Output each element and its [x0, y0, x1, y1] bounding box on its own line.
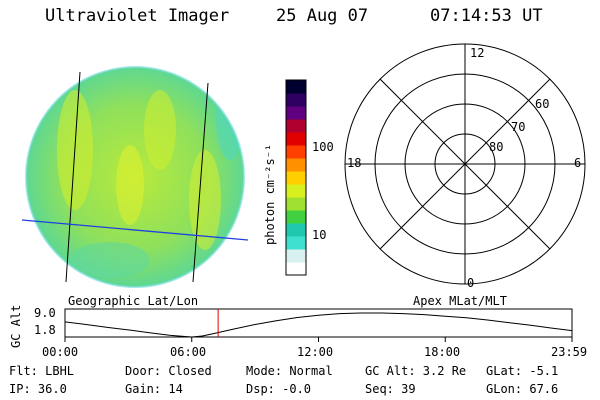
chart-xtick-4: 23:59 — [551, 345, 588, 359]
polar-label-18: 18 — [347, 156, 362, 170]
colorbar-band — [286, 249, 306, 263]
chart-frame — [64, 308, 573, 338]
time-label: 07:14:53 UT — [430, 6, 543, 26]
colorbar-band — [286, 93, 306, 107]
colorbar-band — [286, 106, 306, 120]
colorbar-band — [286, 158, 306, 172]
colorbar-band — [286, 262, 306, 276]
colorbar-tick-10: 10 — [312, 228, 327, 242]
status-mode: Mode: Normal — [246, 364, 333, 378]
status-gc-alt: GC Alt: 3.2 Re — [365, 364, 467, 378]
longitude-line — [65, 71, 81, 283]
equator-line — [21, 219, 249, 241]
chart-xtick-0: 00:00 — [42, 345, 79, 359]
status-gain: Gain: 14 — [125, 382, 183, 396]
altitude-chart — [64, 308, 573, 342]
longitude-line — [192, 82, 209, 283]
chart-xtick-1: 06:00 — [170, 345, 207, 359]
geographic-label: Geographic Lat/Lon — [68, 294, 199, 308]
polar-label-6: 6 — [574, 156, 582, 170]
chart-ytick-max: 9.0 — [34, 306, 56, 320]
polar-lat-70: 70 — [511, 120, 526, 134]
status-seq: Seq: 39 — [365, 382, 416, 396]
colorbar-frame — [285, 79, 307, 276]
apex-label: Apex MLat/MLT — [413, 294, 507, 308]
polar-lat-80: 80 — [489, 140, 504, 154]
colorbar-band — [286, 145, 306, 159]
colorbar-band — [286, 171, 306, 185]
altitude-series-line — [64, 312, 573, 338]
colorbar-band — [286, 236, 306, 250]
colorbar-band — [286, 223, 306, 237]
chart-xtick-3: 18:00 — [424, 345, 461, 359]
colorbar-unit-label: photon cm⁻²s⁻¹ — [263, 143, 277, 245]
date-label: 25 Aug 07 — [276, 6, 369, 26]
status-filter: Flt: LBHL — [9, 364, 75, 378]
colorbar-band — [286, 80, 306, 94]
status-glat: GLat: -5.1 — [486, 364, 559, 378]
status-glon: GLon: 67.6 — [486, 382, 559, 396]
chart-ytick-min: 1.8 — [34, 323, 56, 337]
colorbar-band — [286, 132, 306, 146]
colorbar-band — [286, 210, 306, 224]
colorbar-tick-100: 100 — [312, 140, 334, 154]
colorbar-band — [286, 197, 306, 211]
status-ip: IP: 36.0 — [9, 382, 67, 396]
chart-xtick-2: 12:00 — [297, 345, 334, 359]
uv-earth-image — [21, 66, 249, 288]
colorbar-band — [286, 119, 306, 133]
status-dsp: Dsp: -0.0 — [246, 382, 312, 396]
polar-plot — [344, 43, 586, 285]
colorbar-band — [286, 184, 306, 198]
polar-lat-60: 60 — [535, 97, 550, 111]
instrument-title: Ultraviolet Imager — [45, 6, 230, 26]
colorbar — [286, 80, 306, 276]
polar-label-12: 12 — [470, 46, 485, 60]
polar-label-0: 0 — [467, 276, 475, 290]
status-door: Door: Closed — [125, 364, 212, 378]
chart-ylabel: GC Alt — [9, 304, 23, 348]
polar-diagonal — [379, 78, 551, 250]
